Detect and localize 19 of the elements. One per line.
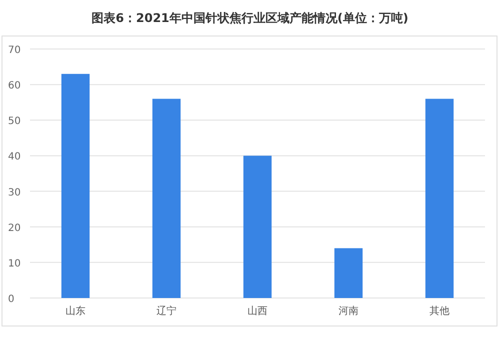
bar [425,98,454,298]
x-tick-label: 山东 [66,305,86,317]
y-tick-label: 50 [8,116,21,128]
y-tick-label: 60 [8,80,21,92]
x-tick-label: 山西 [248,305,268,317]
x-tick-label: 辽宁 [156,305,176,317]
y-tick-label: 0 [8,294,14,305]
y-tick-label: 10 [8,258,21,270]
y-tick-label: 20 [8,222,21,234]
bar [61,74,90,298]
chart-title: 图表6：2021年中国针状焦行业区域产能情况(单位：万吨) [92,11,408,25]
x-tick-label: 其他 [430,305,450,317]
bar [334,248,363,298]
bar [243,156,272,298]
x-tick-label: 河南 [338,305,358,317]
y-tick-label: 40 [8,152,21,163]
bar [152,98,181,298]
y-tick-label: 70 [8,45,21,56]
y-tick-label: 30 [8,187,21,198]
